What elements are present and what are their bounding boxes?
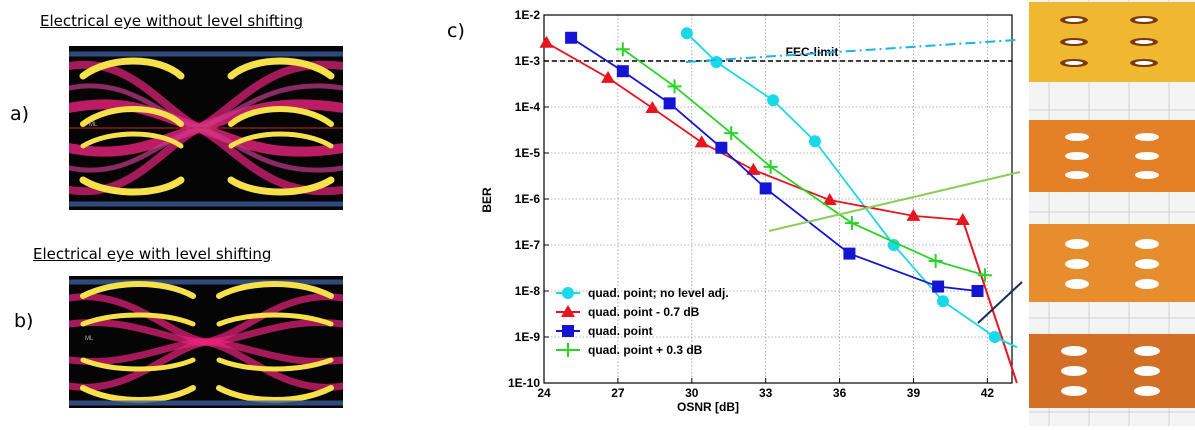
y-tick-label: 1E-7	[515, 238, 541, 252]
eye-a-marker: ML	[89, 122, 98, 128]
data-point-circle	[988, 331, 1001, 343]
y-tick-label: 1E-2	[515, 8, 541, 22]
data-point-square	[843, 247, 856, 260]
eye-thumbnails-graphic	[1029, 0, 1195, 426]
legend-label: quad. point; no level adj.	[588, 286, 729, 300]
x-tick-label: 33	[759, 386, 773, 400]
data-point-triangle	[694, 135, 709, 148]
data-point-plus	[724, 126, 739, 141]
y-tick-label: 1E-4	[515, 100, 541, 114]
series-line-1	[546, 41, 963, 221]
y-tick-label: 1E-10	[508, 376, 540, 390]
y-tick-label: 1E-8	[515, 284, 541, 298]
y-tick-label: 1E-6	[515, 192, 541, 206]
x-tick-label: 39	[907, 386, 921, 400]
x-tick-label: 24	[537, 386, 551, 400]
data-point-square	[565, 31, 578, 44]
data-point-triangle	[601, 70, 616, 83]
chart-series	[539, 27, 1018, 384]
eye-diagram-a: ML	[64, 46, 348, 210]
data-point-square	[759, 182, 772, 195]
panel-b-label: b)	[14, 310, 34, 332]
data-point-triangle	[645, 101, 660, 114]
data-point-triangle	[955, 212, 970, 225]
x-tick-label: 27	[611, 386, 625, 400]
thumb-eye-1	[1029, 2, 1195, 82]
legend-marker	[562, 287, 574, 299]
callout-line-blue	[977, 281, 1023, 324]
legend-marker	[561, 305, 575, 317]
legend-marker	[561, 343, 575, 357]
x-tick-label: 30	[685, 386, 699, 400]
data-point-circle	[710, 56, 723, 69]
data-point-square	[616, 65, 629, 78]
thumb-eye-4	[1029, 334, 1195, 408]
callout-line-cyan	[685, 39, 1017, 63]
eye-callouts	[685, 39, 1023, 324]
data-point-circle	[887, 239, 900, 251]
y-tick-label: 1E-9	[515, 330, 541, 344]
legend-marker	[562, 325, 574, 337]
data-point-circle	[808, 135, 821, 148]
fec-limit-label: FEC-limit	[786, 45, 839, 59]
x-tick-label: 36	[833, 386, 847, 400]
eye-thumbnails	[1029, 0, 1195, 426]
data-point-square	[715, 141, 728, 154]
eye-b-marker: ML	[85, 336, 94, 342]
data-point-circle	[937, 295, 950, 308]
eye-diagram-b-graphic: ML	[65, 276, 347, 408]
legend-label: quad. point + 0.3 dB	[588, 343, 703, 357]
y-tick-label: 1E-3	[515, 54, 541, 68]
chart-axes: 24 27 30 33 36 39 42 1E-2 1E-3 1E-4 1E-5 1E-6 1E-7 1E…	[480, 8, 1013, 414]
eye-diagram-a-graphic: ML	[64, 46, 348, 210]
chart-legend: quad. point; no level adj. quad. point - …	[556, 286, 729, 357]
data-point-plus	[844, 216, 859, 231]
series-tail-line	[961, 219, 1018, 384]
panel-c-label: c)	[447, 20, 465, 42]
thumb-eye-2	[1029, 120, 1195, 192]
data-point-plus	[928, 253, 943, 268]
legend-label: quad. point	[588, 324, 653, 338]
legend-label: quad. point - 0.7 dB	[588, 305, 700, 319]
eye-b-title: Electrical eye with level shifting	[33, 245, 272, 263]
y-axis-label: BER	[480, 187, 494, 213]
data-point-plus	[615, 42, 630, 57]
callout-line-green	[768, 171, 1021, 232]
y-tick-label: 1E-5	[515, 146, 541, 160]
x-tick-label: 42	[981, 386, 995, 400]
data-point-plus	[763, 159, 778, 174]
data-point-square	[663, 97, 676, 110]
series-line-2	[570, 37, 978, 292]
data-point-plus	[667, 79, 682, 94]
data-point-square	[932, 280, 945, 293]
data-point-triangle	[906, 208, 921, 221]
panel-a-label: a)	[10, 103, 30, 125]
data-point-triangle	[539, 35, 554, 48]
data-point-circle	[680, 27, 693, 40]
data-point-circle	[767, 94, 780, 107]
eye-diagram-b: ML	[65, 276, 347, 408]
eye-a-title: Electrical eye without level shifting	[40, 12, 303, 30]
data-point-triangle	[746, 162, 761, 175]
thumb-eye-3	[1029, 224, 1195, 302]
data-point-square	[971, 285, 984, 297]
data-point-plus	[977, 268, 992, 283]
data-point-triangle	[822, 193, 837, 206]
x-axis-label: OSNR [dB]	[677, 400, 739, 414]
